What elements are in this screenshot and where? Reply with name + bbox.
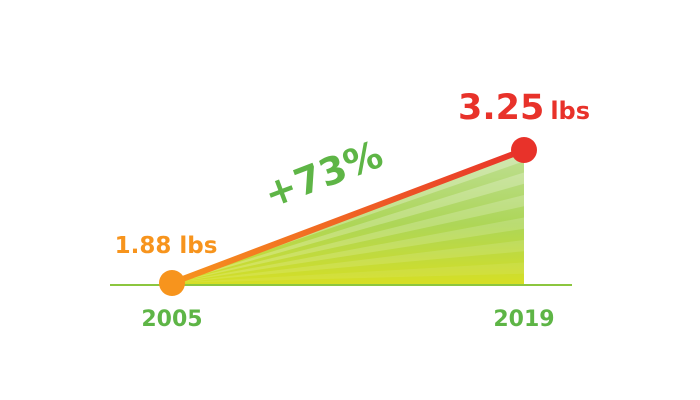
- area-shade-band: [172, 217, 524, 283]
- area-shade-band: [172, 240, 524, 283]
- percent-change-label: +73%: [258, 132, 388, 217]
- data-label-2005: 1.88 lbs: [115, 233, 218, 259]
- data-label-2019-unit: lbs: [550, 97, 590, 125]
- growth-line: [169, 147, 527, 286]
- area-shade-band: [172, 172, 524, 283]
- area-shade-band: [172, 195, 524, 283]
- data-label-2019: 3.25 lbs: [458, 88, 590, 128]
- data-point-2019: [511, 137, 537, 163]
- x-tick-2005: 2005: [141, 307, 202, 332]
- data-point-2005: [159, 270, 185, 296]
- data-label-2019-value: 3.25: [458, 88, 544, 128]
- area-shade-band: [172, 262, 524, 283]
- x-tick-2019: 2019: [493, 307, 554, 332]
